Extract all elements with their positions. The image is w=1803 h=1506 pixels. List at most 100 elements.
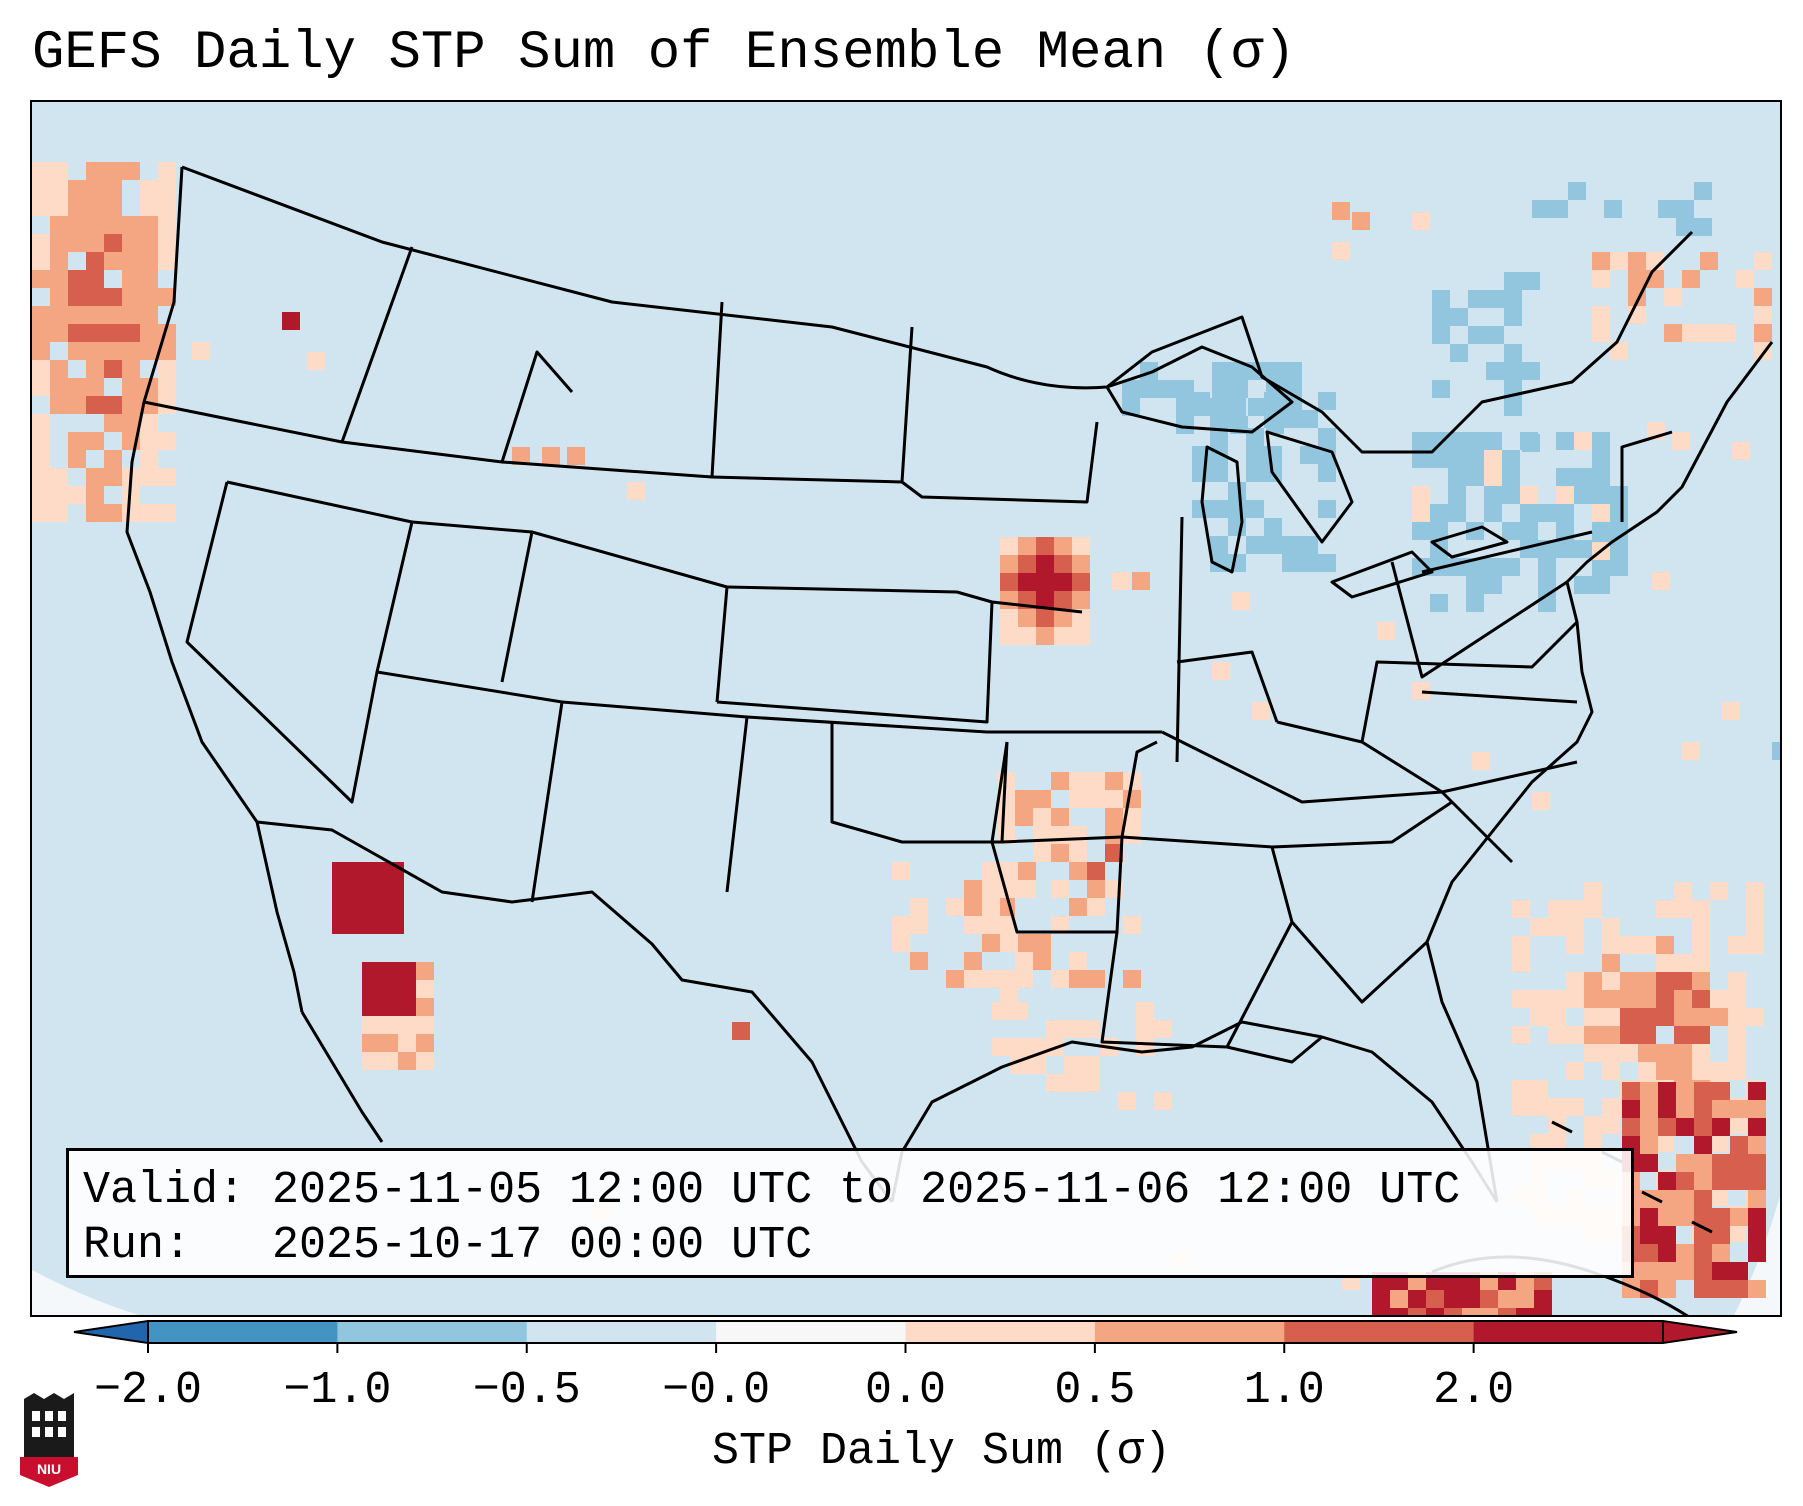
state-line-28 xyxy=(1390,561,1568,679)
anomaly-cell xyxy=(1136,1002,1154,1020)
anomaly-cell xyxy=(1574,468,1592,486)
anomaly-cell xyxy=(1674,1062,1692,1080)
anomaly-cell xyxy=(1694,1100,1712,1118)
anomaly-cell xyxy=(32,360,50,378)
anomaly-cell xyxy=(1736,270,1754,288)
anomaly-cell xyxy=(122,234,140,252)
anomaly-cell xyxy=(1033,934,1051,952)
anomaly-cell xyxy=(1512,1026,1530,1044)
anomaly-cell xyxy=(140,180,158,198)
anomaly-cell xyxy=(1566,972,1584,990)
anomaly-cell xyxy=(1502,522,1520,540)
anomaly-cell xyxy=(1412,486,1430,504)
anomaly-cell xyxy=(158,342,176,360)
colorbar-segment xyxy=(1284,1321,1475,1343)
anomaly-cell xyxy=(1246,464,1264,482)
anomaly-cell xyxy=(1676,1118,1694,1136)
anomaly-cell xyxy=(1620,1044,1638,1062)
anomaly-cell xyxy=(122,504,140,522)
anomaly-cell xyxy=(997,970,1015,988)
anomaly-cell xyxy=(1682,270,1700,288)
anomaly-cell xyxy=(1504,362,1522,380)
anomaly-cell xyxy=(1656,1008,1674,1026)
valid-run-infobox: Valid: 2025-11-05 12:00 UTC to 2025-11-0… xyxy=(66,1148,1634,1278)
anomaly-cell xyxy=(1754,306,1772,324)
anomaly-cell xyxy=(1584,900,1602,918)
colorbar-segment xyxy=(526,1321,717,1343)
anomaly-cell xyxy=(1072,627,1090,645)
anomaly-cell xyxy=(50,360,68,378)
anomaly-cell xyxy=(1266,362,1284,380)
anomaly-cell xyxy=(1640,1082,1658,1100)
anomaly-cell xyxy=(1448,432,1466,450)
anomaly-cell xyxy=(1592,522,1610,540)
anomaly-cell xyxy=(1746,918,1764,936)
state-line-30 xyxy=(1620,430,1673,522)
anomaly-cell xyxy=(1656,1044,1674,1062)
anomaly-cell xyxy=(380,1016,398,1034)
anomaly-cell xyxy=(1282,554,1300,572)
anomaly-cell xyxy=(1692,954,1710,972)
anomaly-cell xyxy=(1656,900,1674,918)
anomaly-cell xyxy=(1051,844,1069,862)
anomaly-cell xyxy=(1484,450,1502,468)
baja-coast xyxy=(300,1011,384,1143)
anomaly-cell xyxy=(416,1016,434,1034)
anomaly-cell xyxy=(1694,1208,1712,1226)
anomaly-cell xyxy=(32,324,50,342)
anomaly-cell xyxy=(158,162,176,180)
anomaly-cell xyxy=(1033,844,1051,862)
lake-erie xyxy=(1330,550,1434,599)
anomaly-cell xyxy=(1033,790,1051,808)
anomaly-cell xyxy=(1522,272,1540,290)
anomaly-cell xyxy=(1712,1208,1730,1226)
anomaly-cell xyxy=(158,180,176,198)
anomaly-cell xyxy=(1468,326,1486,344)
anomaly-cell xyxy=(86,342,104,360)
anomaly-cell xyxy=(1566,918,1584,936)
anomaly-cell xyxy=(1123,970,1141,988)
anomaly-cell xyxy=(1466,594,1484,612)
map-title: GEFS Daily STP Sum of Ensemble Mean (σ) xyxy=(32,23,1296,84)
anomaly-cell xyxy=(1352,212,1370,230)
anomaly-cell xyxy=(1712,1226,1730,1244)
anomaly-cell xyxy=(1530,1098,1548,1116)
anomaly-cell xyxy=(1372,1308,1390,1315)
anomaly-cell xyxy=(1748,1100,1766,1118)
state-line-20 xyxy=(1175,516,1184,763)
anomaly-cell xyxy=(1674,900,1692,918)
anomaly-cell xyxy=(1556,486,1574,504)
anomaly-cell xyxy=(158,252,176,270)
anomaly-cell xyxy=(368,880,386,898)
anomaly-cell xyxy=(1604,200,1622,218)
anomaly-cell xyxy=(368,916,386,934)
anomaly-cell xyxy=(416,980,434,998)
anomaly-cell xyxy=(307,352,325,370)
colorbar-segment xyxy=(905,1321,1096,1343)
anomaly-cell xyxy=(1592,486,1610,504)
east-coast xyxy=(1425,341,1774,1203)
anomaly-cell xyxy=(86,180,104,198)
anomaly-cell xyxy=(1602,972,1620,990)
anomaly-cell xyxy=(140,450,158,468)
anomaly-cell xyxy=(140,252,158,270)
anomaly-cell xyxy=(1018,555,1036,573)
anomaly-cell xyxy=(982,862,1000,880)
anomaly-cell xyxy=(1176,416,1194,434)
anomaly-cell xyxy=(122,162,140,180)
state-line-18 xyxy=(1121,835,1294,1048)
anomaly-cell xyxy=(1658,1226,1676,1244)
anomaly-cell xyxy=(1087,772,1105,790)
anomaly-cell xyxy=(1640,1118,1658,1136)
anomaly-cell xyxy=(140,324,158,342)
anomaly-cell xyxy=(1000,627,1018,645)
anomaly-cell xyxy=(1072,555,1090,573)
anomaly-cell xyxy=(1069,898,1087,916)
anomaly-cell xyxy=(1620,990,1638,1008)
state-line-19 xyxy=(1161,730,1514,864)
anomaly-cell xyxy=(1018,627,1036,645)
state-line-13 xyxy=(746,715,1162,734)
logo-text: NIU xyxy=(37,1461,61,1477)
anomaly-cells xyxy=(32,162,1780,1315)
anomaly-cell xyxy=(997,916,1015,934)
